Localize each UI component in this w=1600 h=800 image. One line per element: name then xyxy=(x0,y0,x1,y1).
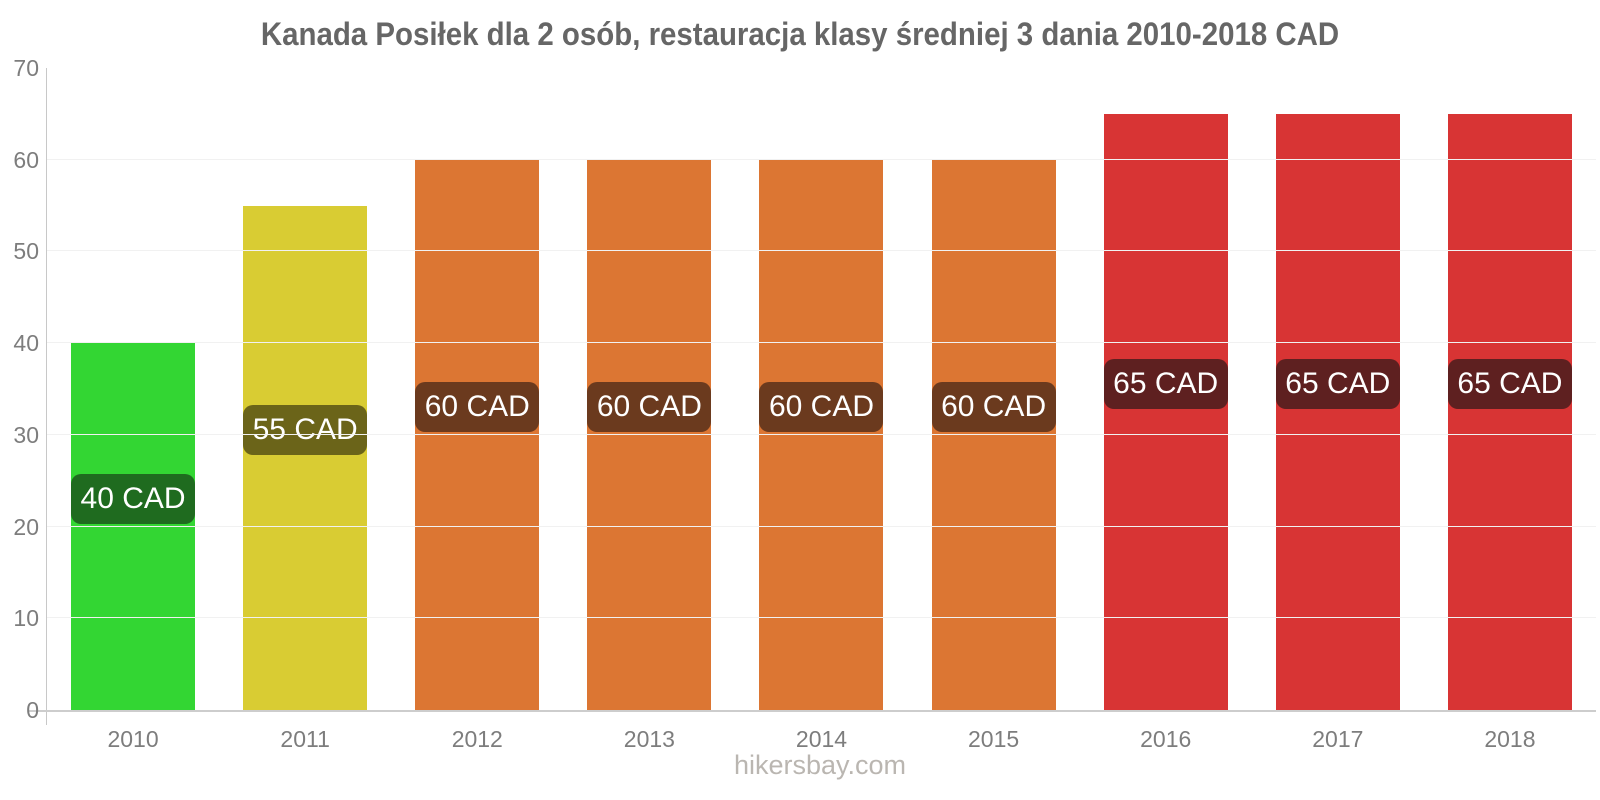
y-tick-label: 10 xyxy=(13,605,39,632)
y-tick-label: 50 xyxy=(13,238,39,265)
y-tick-label: 40 xyxy=(13,330,39,357)
gridline xyxy=(47,525,1596,527)
bar-value-label: 65 CAD xyxy=(1103,358,1228,409)
x-tick-label: 2017 xyxy=(1312,726,1364,752)
bar-value-label: 65 CAD xyxy=(1275,358,1400,409)
bar-2010[interactable]: 40 CAD xyxy=(71,343,196,710)
y-tick-label: 30 xyxy=(13,421,39,448)
bars-container: 40 CAD 2010 55 CAD 2011 60 CAD 2012 60 CAD 2013… xyxy=(47,68,1596,752)
x-tick-label: 2015 xyxy=(968,726,1020,752)
y-tick-label: 0 xyxy=(26,697,39,723)
gridline xyxy=(47,433,1596,435)
plot-area: 40 CAD 2010 55 CAD 2011 60 CAD 2012 60 CAD 2013… xyxy=(13,56,1596,752)
x-axis-tick xyxy=(46,712,47,725)
x-tick-label: 2012 xyxy=(451,726,503,752)
x-tick-label: 2013 xyxy=(623,726,675,752)
y-tick-label: 60 xyxy=(13,146,39,173)
gridline xyxy=(47,158,1596,160)
bar-2012[interactable]: 60 CAD xyxy=(415,159,540,710)
bar-2011[interactable]: 55 CAD xyxy=(243,205,368,710)
chart-title: Kanada Posiłek dla 2 osób, restauracja k… xyxy=(260,16,1340,52)
bar-band: 55 CAD 2011 xyxy=(219,68,391,752)
bar-value-label: 40 CAD xyxy=(71,473,196,524)
x-tick-label: 2010 xyxy=(107,726,159,752)
bar-2013[interactable]: 60 CAD xyxy=(587,159,712,710)
gridline xyxy=(47,342,1596,344)
gridline xyxy=(47,617,1596,619)
y-tick-label: 20 xyxy=(13,513,39,540)
gridline xyxy=(47,250,1596,252)
watermark: hikersbay.com xyxy=(733,750,907,780)
bar-band: 60 CAD 2013 xyxy=(563,68,735,752)
bar-value-label: 55 CAD xyxy=(243,404,368,455)
bar-band: 60 CAD 2015 xyxy=(908,68,1080,752)
bar-value-label: 60 CAD xyxy=(931,381,1056,432)
bar-band: 65 CAD 2018 xyxy=(1424,68,1596,752)
bar-2014[interactable]: 60 CAD xyxy=(759,159,884,710)
bar-band: 60 CAD 2014 xyxy=(735,68,907,752)
bar-2015[interactable]: 60 CAD xyxy=(931,159,1056,710)
bar-band: 65 CAD 2017 xyxy=(1252,68,1424,752)
x-tick-label: 2018 xyxy=(1484,726,1536,752)
bar-band: 60 CAD 2012 xyxy=(391,68,563,752)
bar-2016[interactable]: 65 CAD xyxy=(1103,113,1228,710)
y-tick-label: 70 xyxy=(13,55,39,81)
bar-band: 65 CAD 2016 xyxy=(1080,68,1252,752)
bar-2017[interactable]: 65 CAD xyxy=(1275,113,1400,710)
bar-value-label: 60 CAD xyxy=(587,381,712,432)
bar-band: 40 CAD 2010 xyxy=(47,68,219,752)
bar-value-label: 60 CAD xyxy=(415,381,540,432)
bar-value-label: 65 CAD xyxy=(1447,358,1572,409)
x-tick-label: 2011 xyxy=(280,726,330,752)
bar-2018[interactable]: 65 CAD xyxy=(1447,113,1572,710)
x-tick-label: 2014 xyxy=(795,726,848,752)
bar-value-label: 60 CAD xyxy=(759,381,884,432)
origin-tick xyxy=(29,710,47,712)
x-tick-label: 2016 xyxy=(1140,726,1192,752)
